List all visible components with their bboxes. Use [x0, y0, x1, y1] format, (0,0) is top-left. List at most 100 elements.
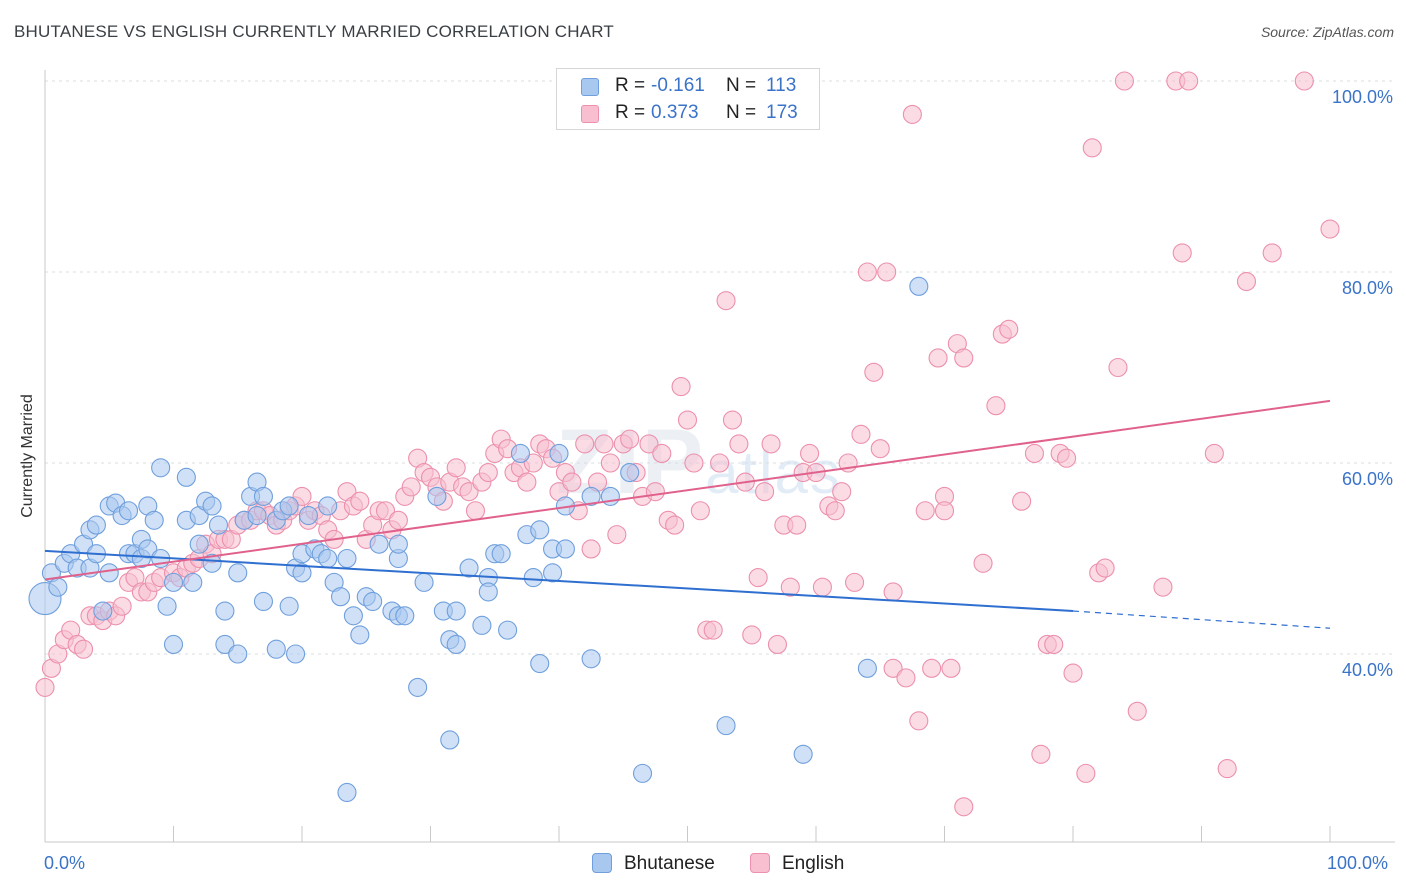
data-point — [902, 104, 922, 124]
data-point — [562, 472, 582, 492]
data-point — [266, 639, 286, 659]
x-tick-label: 0.0% — [44, 853, 86, 873]
data-point — [844, 572, 865, 592]
data-point — [337, 548, 357, 569]
legend-swatch — [581, 78, 599, 96]
data-point — [645, 482, 665, 502]
data-point — [253, 486, 274, 506]
data-point — [581, 486, 601, 506]
grid-lines — [45, 80, 1395, 655]
data-point — [1217, 759, 1237, 779]
data-point — [787, 515, 807, 535]
n-value: 173 — [766, 102, 798, 123]
trend-lines — [44, 399, 1331, 629]
data-point — [1012, 491, 1032, 511]
data-point — [1127, 701, 1147, 721]
data-point — [163, 572, 184, 592]
data-point — [446, 601, 466, 621]
data-point — [337, 782, 357, 803]
data-point — [74, 639, 94, 659]
data-point — [247, 505, 267, 526]
data-point — [684, 453, 704, 473]
data-point — [286, 644, 306, 664]
data-point — [1172, 243, 1192, 263]
data-point — [954, 797, 974, 817]
data-point — [1082, 138, 1102, 158]
data-point — [812, 577, 832, 597]
data-point — [202, 553, 222, 573]
watermark-main: ZIP — [556, 411, 706, 513]
data-point — [279, 496, 299, 516]
data-point — [93, 601, 113, 621]
data-point — [780, 577, 800, 597]
data-point — [639, 434, 659, 454]
data-point — [851, 424, 871, 444]
data-point — [369, 534, 389, 554]
data-point — [292, 563, 312, 583]
y-tick-label: 100.0% — [1331, 87, 1393, 107]
data-point — [761, 434, 781, 454]
data-point — [279, 596, 299, 616]
n-label: N = — [726, 102, 757, 123]
data-point — [896, 668, 916, 688]
y-tick-label: 80.0% — [1341, 278, 1393, 298]
data-point — [941, 658, 961, 678]
x-tick-label: 100.0% — [1327, 853, 1389, 873]
data-point — [176, 467, 196, 487]
series-bhutanese — [28, 276, 929, 803]
trend-line-bhutanese — [44, 549, 1074, 613]
data-point — [575, 434, 595, 454]
data-point — [253, 591, 274, 612]
data-point — [363, 591, 383, 612]
data-point — [915, 501, 935, 521]
data-point — [318, 548, 338, 569]
data-point — [581, 649, 601, 669]
data-point — [825, 501, 845, 521]
data-point — [909, 711, 929, 731]
data-point — [857, 262, 877, 282]
data-point — [408, 677, 428, 697]
data-point — [163, 634, 184, 655]
data-point — [632, 763, 653, 783]
data-point — [498, 620, 518, 640]
data-point — [151, 458, 171, 478]
data-point — [350, 625, 370, 645]
data-point — [1095, 558, 1115, 578]
data-point — [440, 730, 460, 750]
data-point — [767, 634, 788, 655]
data-point — [581, 539, 601, 559]
data-point — [710, 453, 730, 473]
data-point — [215, 634, 235, 655]
data-point — [478, 582, 498, 602]
data-point — [472, 615, 492, 635]
data-point — [690, 501, 710, 521]
data-point — [800, 443, 820, 464]
data-point — [755, 482, 775, 502]
data-point — [909, 276, 929, 296]
data-point — [350, 491, 370, 511]
legend-label: English — [782, 853, 845, 874]
data-point — [144, 510, 164, 530]
data-point — [375, 501, 396, 521]
data-point — [86, 515, 106, 535]
data-point — [857, 658, 877, 678]
r-label: R = — [615, 102, 646, 123]
data-point — [922, 658, 942, 678]
series-legend: Bhutanese English — [0, 852, 1406, 878]
data-point — [118, 501, 139, 521]
data-point — [99, 563, 119, 583]
data-point — [665, 515, 685, 535]
data-point — [478, 462, 498, 483]
data-point — [517, 472, 537, 492]
trend-line-english — [44, 399, 1331, 581]
correlation-legend: R = -0.161 N = 113 R = 0.373 N = 173 — [556, 68, 820, 130]
data-point — [530, 520, 550, 540]
data-point — [954, 348, 974, 368]
data-point — [1063, 663, 1083, 683]
data-point — [973, 553, 993, 573]
data-point — [793, 744, 813, 764]
data-point — [343, 606, 363, 626]
data-point — [999, 319, 1019, 339]
data-point — [112, 596, 132, 616]
data-point — [298, 505, 318, 526]
